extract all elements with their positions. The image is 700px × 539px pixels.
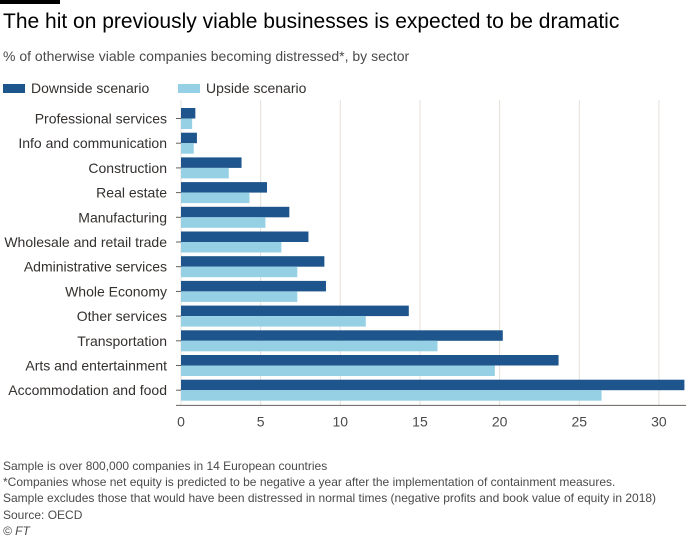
category-label: Wholesale and retail trade xyxy=(4,234,167,250)
bar-upside xyxy=(181,365,495,376)
category-label: Transportation xyxy=(77,333,167,349)
bar-upside xyxy=(181,266,298,278)
bar-downside xyxy=(181,305,409,317)
bar-downside xyxy=(181,379,685,391)
chart-subtitle: % of otherwise viable companies becoming… xyxy=(3,48,410,64)
bar-upside xyxy=(181,390,602,401)
footnote-exclusion: Sample excludes those that would have be… xyxy=(3,491,657,506)
footnote-source: Source: OECD xyxy=(3,507,83,522)
bar-upside xyxy=(181,242,282,253)
category-label: Accommodation and food xyxy=(8,382,167,398)
category-label: Other services xyxy=(77,308,167,324)
x-tick-label: 25 xyxy=(571,413,587,429)
bar-upside xyxy=(181,217,266,228)
footnotes: Sample is over 800,000 companies in 14 E… xyxy=(3,458,656,539)
legend-label-upside: Upside scenario xyxy=(206,80,307,96)
legend-swatch-downside xyxy=(3,84,25,93)
bar-downside xyxy=(181,182,268,193)
bar-downside xyxy=(181,355,559,366)
bar-downside xyxy=(181,330,503,341)
x-tick-label: 15 xyxy=(412,413,428,429)
bar-upside xyxy=(181,167,229,179)
x-tick-label: 0 xyxy=(177,413,185,429)
footnote-sample: Sample is over 800,000 companies in 14 E… xyxy=(3,459,328,473)
category-label: Whole Economy xyxy=(65,283,167,299)
category-label: Construction xyxy=(88,160,167,176)
x-tick-label: 5 xyxy=(257,413,265,429)
bar-downside xyxy=(181,256,325,267)
bar-chart: 0 5 10 15 20 25 30 Professional services Info an… xyxy=(4,100,686,429)
bar-upside xyxy=(181,192,250,204)
bar-upside xyxy=(181,340,438,352)
bar-upside xyxy=(181,316,366,327)
header-rule xyxy=(0,0,60,4)
category-label: Administrative services xyxy=(24,259,167,275)
category-label: Info and communication xyxy=(18,135,167,151)
bar-upside xyxy=(181,291,298,302)
footnote-definition: *Companies whose net equity is predicted… xyxy=(3,475,616,490)
category-label: Arts and entertainment xyxy=(25,358,167,374)
category-label: Manufacturing xyxy=(78,209,167,225)
bar-upside xyxy=(181,118,193,129)
bar-downside xyxy=(181,206,290,218)
x-tick-label: 20 xyxy=(492,413,508,429)
credit: © FT xyxy=(3,523,30,538)
bar-downside xyxy=(181,231,309,242)
bar-upside xyxy=(181,143,194,154)
legend-swatch-upside xyxy=(178,84,200,93)
bar-downside xyxy=(181,108,196,119)
bar-downside xyxy=(181,280,326,292)
bar-downside xyxy=(181,132,197,144)
chart-title: The hit on previously viable businesses … xyxy=(3,10,620,33)
x-tick-label: 30 xyxy=(651,413,667,429)
x-tick-label: 10 xyxy=(333,413,349,429)
category-label: Professional services xyxy=(35,111,167,127)
category-label: Real estate xyxy=(96,185,167,201)
legend-label-downside: Downside scenario xyxy=(31,80,150,96)
bar-downside xyxy=(181,157,242,168)
